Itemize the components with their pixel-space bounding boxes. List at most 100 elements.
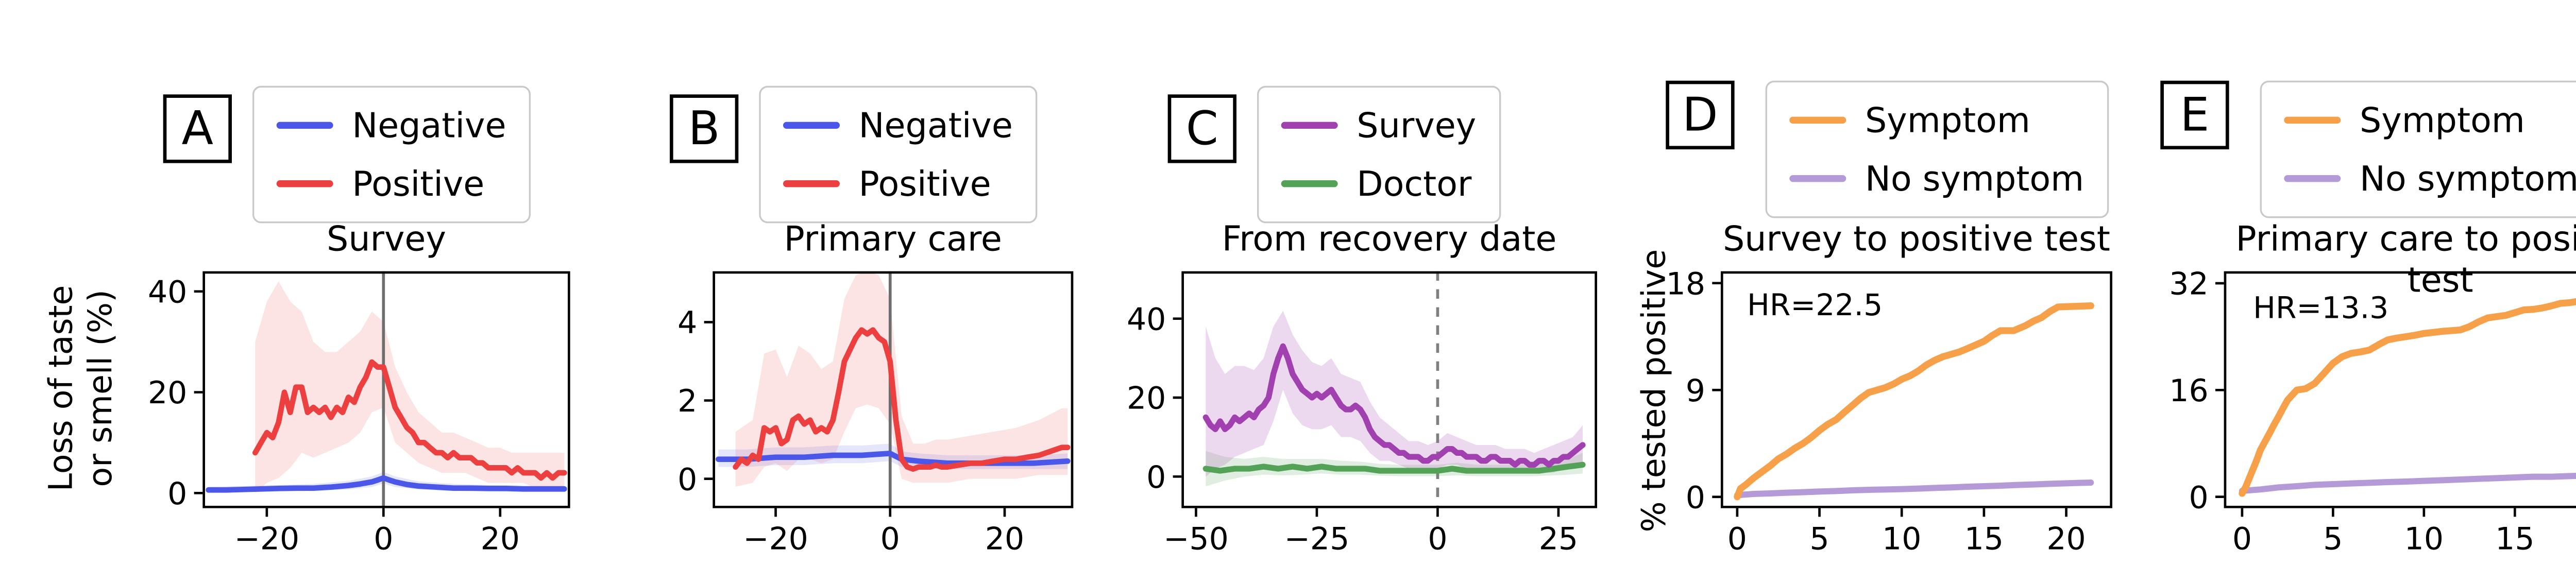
panel-label-e: E (2160, 80, 2229, 149)
axis-ticks: −20 0 20 0 20 40 (148, 274, 520, 557)
confidence-band-survey-ci (1206, 311, 1583, 477)
line-symptom (1734, 302, 2094, 501)
legend-swatch-doctor (1281, 180, 1338, 188)
svg-text:−25: −25 (1284, 521, 1350, 557)
legend-a: Negative Positive (252, 85, 531, 224)
confidence-band-positive-ci (255, 281, 565, 493)
svg-text:18: 18 (1666, 266, 1705, 302)
svg-text:2: 2 (677, 383, 697, 419)
legend-item-symptom: Symptom (1789, 98, 2084, 143)
line-negative (206, 475, 567, 493)
hr-annotation: HR=13.3 (2253, 290, 2388, 325)
svg-text:0: 0 (2232, 521, 2252, 557)
legend-item-doctor: Doctor (1281, 161, 1477, 206)
line-positive (733, 327, 1071, 472)
legend-label-positive: Positive (858, 163, 991, 204)
line-survey (1202, 343, 1586, 468)
legend-item-negative: Negative (783, 103, 1013, 148)
plot-area (2239, 298, 2576, 497)
svg-text:0: 0 (2189, 480, 2208, 516)
legend-b: Negative Positive (759, 85, 1037, 224)
legend-label-no-symptom: No symptom (1865, 158, 2084, 199)
axes-frame (202, 271, 570, 508)
svg-text:20: 20 (985, 521, 1024, 557)
chart-canvas-e: 0510152001632HR=13.3 (2169, 266, 2576, 557)
axis-ticks: 0 5 10 15 20 0 9 18 (1666, 266, 2086, 557)
svg-text:40: 40 (1127, 301, 1166, 337)
line-symptom (2239, 298, 2576, 497)
svg-text:15: 15 (2495, 521, 2534, 557)
legend-item-survey: Survey (1281, 103, 1477, 148)
axis-ticks: 0510152001632 (2169, 266, 2534, 557)
svg-text:0: 0 (1146, 459, 1166, 495)
legend-swatch-no-symptom (2284, 175, 2341, 183)
axes-frame (2224, 271, 2576, 508)
legend-swatch-positive (276, 180, 333, 188)
line-positive (252, 359, 567, 481)
svg-text:0: 0 (1727, 521, 1747, 557)
plot-area (1202, 271, 1586, 508)
legend-swatch-no-symptom (1789, 175, 1846, 183)
axes-frame (1720, 271, 2112, 508)
legend-label-symptom: Symptom (2359, 99, 2525, 141)
legend-swatch-positive (783, 180, 840, 188)
plot-area (715, 271, 1071, 508)
svg-text:−20: −20 (234, 521, 300, 557)
plot-title-survey-to-positive-test: Survey to positive test (1722, 218, 2110, 260)
legend-item-positive: Positive (276, 161, 506, 206)
svg-text:20: 20 (481, 521, 520, 557)
line-no-symptom (2239, 472, 2576, 494)
svg-text:−20: −20 (743, 521, 808, 557)
svg-text:9: 9 (1686, 373, 1705, 409)
svg-text:4: 4 (677, 305, 697, 341)
svg-text:15: 15 (1964, 521, 2004, 557)
legend-d: Symptom No symptom (1765, 80, 2108, 218)
plot-title-survey: Survey (327, 218, 446, 260)
svg-text:0: 0 (1428, 521, 1447, 557)
chart-canvas-d: 0 5 10 15 20 0 9 18 HR=22.5 (1666, 266, 2112, 557)
svg-text:0: 0 (880, 521, 900, 557)
legend-label-negative: Negative (858, 105, 1013, 146)
svg-text:0: 0 (677, 461, 697, 498)
svg-text:0: 0 (1686, 480, 1705, 516)
line-negative (715, 450, 1071, 466)
axis-ticks: −50 −25 0 25 0 20 40 (1127, 301, 1578, 557)
svg-text:10: 10 (1882, 521, 1921, 557)
axis-ticks: −20 0 20 0 2 4 (677, 305, 1024, 557)
panel-label-a: A (163, 94, 232, 163)
legend-swatch-negative (276, 121, 333, 129)
legend-item-positive: Positive (783, 161, 1013, 206)
svg-text:5: 5 (1809, 521, 1829, 557)
svg-text:32: 32 (2169, 266, 2208, 302)
legend-e: Symptom No symptom (2260, 80, 2576, 218)
chart-canvas-c: −50 −25 0 25 0 20 40 (1127, 271, 1597, 557)
legend-item-negative: Negative (276, 103, 506, 148)
svg-text:40: 40 (148, 274, 187, 310)
svg-text:−50: −50 (1163, 521, 1229, 557)
chart-canvas-a: −20 0 20 0 20 40 (148, 271, 570, 557)
legend-label-symptom: Symptom (1865, 99, 2030, 141)
line-no-symptom (1734, 479, 2094, 499)
svg-text:20: 20 (2046, 521, 2086, 557)
axes-frame (713, 271, 1074, 508)
svg-text:10: 10 (2404, 521, 2444, 557)
plot-title-from-recovery-date: From recovery date (1222, 218, 1557, 260)
hr-annotation: HR=22.5 (1747, 287, 1883, 322)
axes-frame (1181, 271, 1597, 508)
legend-item-symptom: Symptom (2284, 98, 2576, 143)
svg-text:0: 0 (374, 521, 393, 557)
svg-text:5: 5 (2323, 521, 2343, 557)
svg-text:16: 16 (2169, 373, 2208, 409)
legend-swatch-symptom (1789, 116, 1846, 124)
plot-area (206, 271, 567, 508)
legend-label-positive: Positive (352, 163, 485, 204)
panel-label-d: D (1666, 80, 1735, 149)
svg-text:25: 25 (1539, 521, 1578, 557)
legend-label-doctor: Doctor (1357, 163, 1472, 204)
legend-label-survey: Survey (1357, 105, 1477, 146)
plot-title-primary-care-to-positive-test: Primary care to positive test (2235, 218, 2576, 301)
